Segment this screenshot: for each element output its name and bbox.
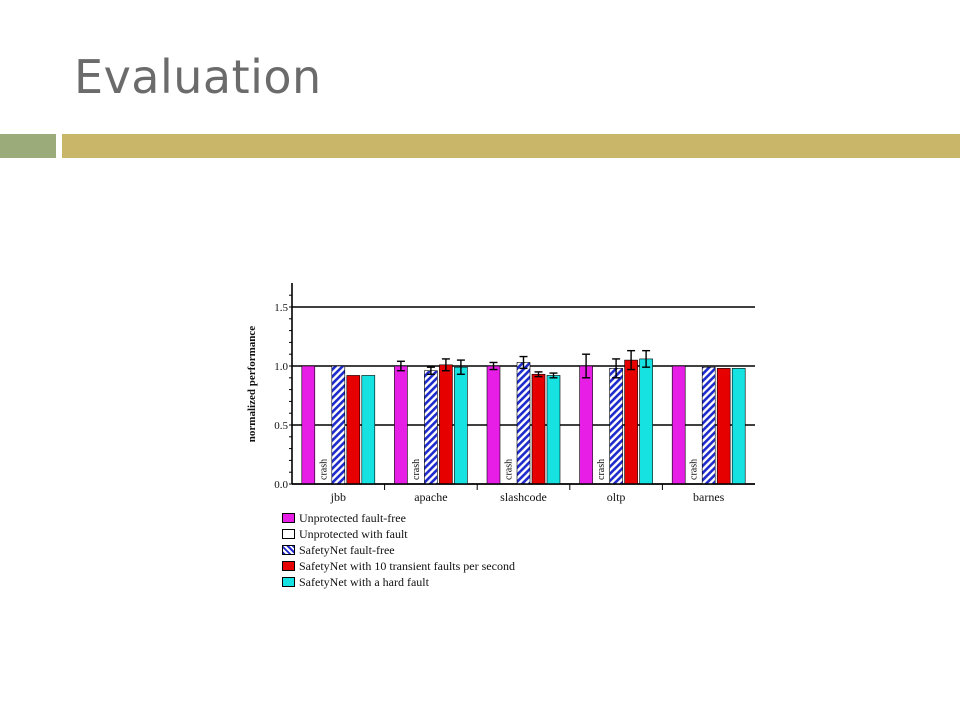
bar-value-label: crash bbox=[318, 459, 329, 480]
bar bbox=[716, 368, 731, 485]
x-tick-label: jbb bbox=[330, 490, 346, 504]
bar bbox=[439, 364, 453, 485]
title-rule-accent bbox=[0, 134, 56, 158]
legend-label: SafetyNet with 10 transient faults per s… bbox=[299, 558, 515, 573]
bar bbox=[486, 365, 501, 485]
bar-value-label: crash bbox=[411, 459, 422, 480]
y-tick-label: 0.5 bbox=[274, 420, 288, 432]
bar bbox=[454, 366, 468, 485]
x-tick-label: oltp bbox=[607, 490, 626, 504]
y-axis-label: normalized performance bbox=[246, 326, 258, 442]
legend-label: Unprotected fault-free bbox=[299, 510, 406, 525]
legend-item: Unprotected fault-free bbox=[282, 510, 515, 526]
bar bbox=[624, 359, 638, 485]
bar bbox=[531, 373, 546, 485]
legend-label: SafetyNet fault-free bbox=[299, 542, 395, 557]
x-tick-label: barnes bbox=[693, 490, 725, 504]
bar bbox=[394, 365, 408, 485]
y-tick-label: 1.5 bbox=[274, 302, 288, 314]
bar bbox=[516, 362, 531, 485]
legend-item: SafetyNet with a hard fault bbox=[282, 574, 515, 590]
bar bbox=[546, 375, 561, 485]
legend-swatch bbox=[282, 529, 295, 539]
x-tick-label: slashcode bbox=[500, 490, 547, 504]
legend-label: Unprotected with fault bbox=[299, 526, 408, 541]
slide-title: Evaluation bbox=[74, 50, 322, 104]
legend-item: SafetyNet fault-free bbox=[282, 542, 515, 558]
bar bbox=[301, 365, 316, 485]
bar-value-label: crash bbox=[596, 459, 607, 480]
x-tick-label: apache bbox=[414, 490, 447, 504]
bar bbox=[346, 375, 361, 485]
legend-item: SafetyNet with 10 transient faults per s… bbox=[282, 558, 515, 574]
legend-swatch bbox=[282, 561, 295, 571]
bar bbox=[639, 358, 653, 485]
bar-value-label: crash bbox=[504, 459, 515, 480]
bar bbox=[361, 375, 376, 485]
legend-swatch bbox=[282, 577, 295, 587]
bar bbox=[671, 365, 686, 485]
chart-legend: Unprotected fault-free Unprotected with f… bbox=[282, 510, 515, 590]
legend-swatch bbox=[282, 545, 295, 555]
bar bbox=[331, 365, 346, 485]
y-tick-label: 1.0 bbox=[274, 361, 288, 373]
bar bbox=[579, 365, 593, 485]
title-rule-bar bbox=[62, 134, 960, 158]
legend-item: Unprotected with fault bbox=[282, 526, 515, 542]
legend-label: SafetyNet with a hard fault bbox=[299, 574, 429, 589]
y-tick-label: 0.0 bbox=[274, 479, 288, 491]
legend-swatch bbox=[282, 513, 295, 523]
bar bbox=[701, 366, 716, 485]
bar bbox=[424, 370, 438, 485]
bar bbox=[609, 368, 623, 485]
bar-value-label: crash bbox=[689, 459, 700, 480]
bar bbox=[731, 368, 746, 485]
